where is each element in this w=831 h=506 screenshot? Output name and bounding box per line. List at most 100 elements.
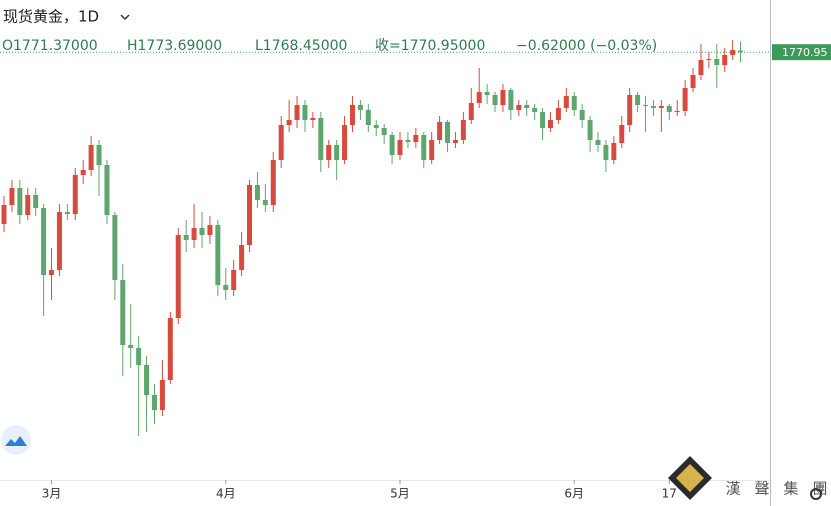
gear (810, 488, 822, 500)
candle-body (294, 105, 300, 120)
candle-body (144, 365, 150, 395)
plot-area (0, 40, 770, 436)
candle-body (41, 208, 47, 275)
candle-body (9, 188, 15, 205)
candle-body (175, 235, 181, 318)
candle-body (500, 90, 506, 105)
candle-body (231, 270, 237, 290)
candle-body (1, 205, 7, 224)
chart-title[interactable]: 现货黄金，1D (3, 8, 99, 26)
candle-body (112, 215, 118, 280)
candle-body (650, 106, 656, 108)
candle-body (698, 60, 704, 75)
candle-body (334, 145, 340, 160)
candle-body (183, 235, 189, 240)
candle-body (437, 122, 443, 140)
candle-body (326, 145, 332, 160)
candle-body (318, 118, 324, 160)
candle-body (223, 285, 229, 290)
candle-body (682, 88, 688, 111)
x-tick-label: 3月 (42, 487, 62, 501)
candle-body (445, 122, 451, 143)
candle-body (722, 55, 728, 65)
candle-body (730, 50, 736, 55)
candle-body (80, 170, 86, 175)
candle-body (239, 245, 245, 270)
logo-circle (1, 425, 31, 455)
candle-body (17, 188, 23, 215)
candle-body (532, 108, 538, 112)
candle-body (524, 105, 530, 108)
watermark-logo (668, 456, 712, 500)
x-tick-label: 4月 (216, 487, 236, 501)
candle-body (310, 118, 316, 120)
candle-body (547, 120, 553, 128)
candle-body (88, 145, 94, 170)
candle-body (690, 75, 696, 88)
settings-icon[interactable] (810, 488, 822, 500)
watermark: 漢聲集團 (725, 480, 827, 498)
candle-body (381, 128, 387, 135)
candle-body (460, 120, 466, 140)
candle-body (595, 140, 601, 145)
candle-body (262, 200, 268, 205)
ohlc-value: 收=1770.95000 (375, 38, 485, 54)
candle-body (365, 110, 371, 125)
candle-body (555, 108, 561, 120)
candle-body (635, 95, 641, 105)
candle-body (571, 96, 577, 110)
candle-body (476, 92, 482, 103)
candle-body (540, 112, 546, 128)
candle-body (579, 110, 585, 120)
candle-body (674, 111, 680, 112)
candle-body (278, 125, 284, 160)
candle-body (405, 140, 411, 142)
candle-body (207, 225, 213, 235)
candle-body (492, 95, 498, 105)
diamond-inner (676, 464, 704, 492)
price-tag: 1770.95 (772, 44, 831, 61)
price-tag-box (772, 44, 831, 61)
candle-body (270, 160, 276, 205)
candle-body (104, 165, 110, 215)
candle-body (619, 125, 625, 143)
candle-body (603, 145, 609, 160)
logo[interactable] (1, 425, 31, 455)
candle-body (349, 105, 355, 125)
candle-body (199, 228, 205, 235)
candle-body (611, 143, 617, 160)
candle-body (468, 103, 474, 120)
candle-body (373, 125, 379, 128)
candle-body (421, 135, 427, 160)
candle-body (49, 270, 55, 275)
candle-body (508, 90, 514, 110)
candle-body (452, 140, 458, 143)
ohlc-value: O1771.37000 (2, 38, 98, 54)
candle-body (215, 225, 221, 285)
watermark-char: 漢 (725, 480, 740, 498)
candle-body (247, 185, 253, 245)
x-tick-label: 5月 (390, 487, 410, 501)
ohlc-value: −0.62000 (−0.03%) (516, 38, 657, 54)
candle-body (286, 120, 292, 125)
logo-mountain (5, 436, 27, 446)
candle-body (563, 96, 569, 108)
ohlc-value: L1768.45000 (255, 38, 347, 54)
candle-body (56, 212, 62, 270)
candle-body (666, 106, 672, 112)
watermark-char: 聲 (754, 480, 769, 498)
dropdown-icon[interactable] (120, 14, 130, 21)
candle-body (64, 212, 70, 214)
candle-body (429, 140, 435, 160)
candle-body (136, 348, 142, 365)
candle-body (643, 105, 649, 106)
candle-body (167, 318, 173, 380)
candle-body (357, 105, 363, 110)
candle-body (587, 120, 593, 140)
candle-body (191, 228, 197, 240)
candle-body (389, 135, 395, 155)
candle-body (738, 50, 744, 53)
ohlc-legend: O1771.37000 H1773.69000 L1768.45000 收=1770.… (2, 38, 657, 54)
candle-body (413, 135, 419, 142)
